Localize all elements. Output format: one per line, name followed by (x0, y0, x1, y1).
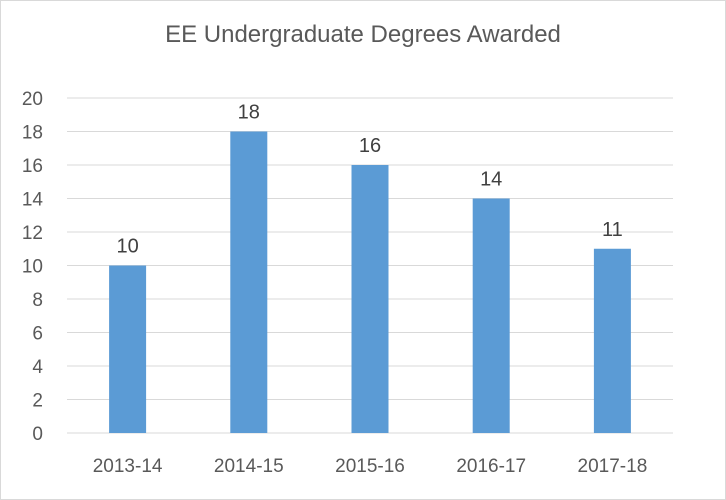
data-label: 10 (116, 236, 138, 258)
y-tick-label: 4 (32, 357, 43, 378)
x-tick-label: 2014-15 (214, 456, 284, 477)
y-tick-label: 20 (22, 89, 43, 110)
data-label: 16 (359, 135, 381, 157)
x-tick-label: 2013-14 (93, 456, 163, 477)
data-label: 18 (238, 102, 260, 124)
data-label: 11 (602, 219, 623, 241)
x-tick-label: 2015-16 (335, 456, 405, 477)
bar (230, 131, 268, 433)
y-tick-label: 6 (32, 324, 43, 345)
x-tick-label: 2017-18 (578, 456, 648, 477)
y-tick-label: 16 (22, 156, 43, 177)
y-tick-label: 0 (32, 424, 43, 445)
bar (109, 265, 147, 433)
bar (593, 248, 631, 433)
y-tick-label: 8 (32, 290, 43, 311)
y-tick-label: 12 (22, 223, 43, 244)
bar (351, 165, 389, 433)
y-tick-label: 18 (22, 123, 43, 144)
bar (472, 198, 510, 433)
y-tick-label: 10 (22, 257, 43, 278)
chart-title: EE Undergraduate Degrees Awarded (165, 21, 561, 48)
y-tick-label: 2 (32, 391, 43, 412)
x-tick-label: 2016-17 (456, 456, 526, 477)
data-label: 14 (480, 169, 502, 191)
y-tick-label: 14 (22, 190, 44, 211)
